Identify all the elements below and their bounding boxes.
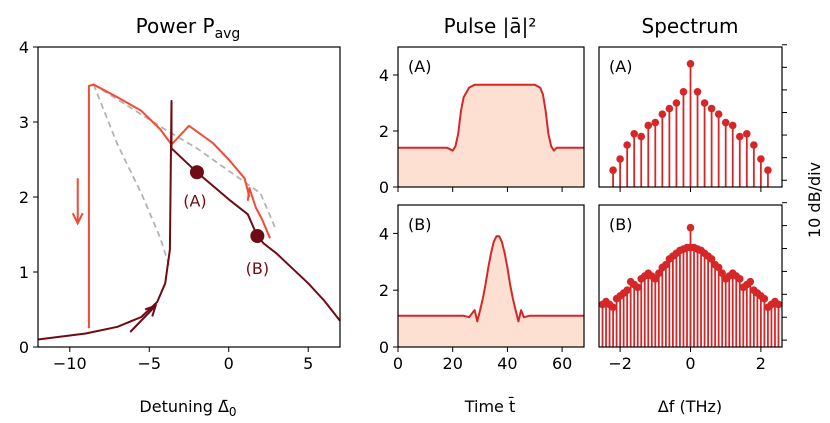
marker-a [189, 165, 204, 180]
power-ytick-label: 0 [19, 338, 29, 357]
spectrum-point [774, 300, 783, 309]
light-curve [170, 124, 251, 198]
spectrum-point [609, 303, 617, 312]
spectrum-point [623, 286, 631, 295]
spectrum-point [655, 269, 663, 277]
spectrum-b-panel: −2 0 2 (B) [598, 202, 787, 373]
power-xtick-label: 0 [224, 354, 234, 373]
spectrum-point [609, 166, 617, 174]
dashed-curve [93, 83, 278, 232]
arrow-head [144, 304, 158, 317]
power-xtick-label: −10 [53, 354, 87, 373]
pulse-fill [398, 84, 584, 187]
spectrum-point [764, 166, 772, 174]
pulse-b-panel-xtick-label: 0 [393, 354, 403, 373]
spectrum-point [672, 99, 681, 107]
spectrum-point [658, 110, 667, 118]
spectrum-point [760, 294, 769, 303]
pulse-a-panel-ytick-label: 4 [379, 66, 389, 85]
power-ytick-label: 1 [19, 263, 29, 282]
spectrum-point [718, 269, 726, 277]
spectrum-point [633, 283, 642, 292]
pulse-b-panel-frame [397, 204, 585, 348]
pulse-b-panel-ytick-label: 4 [379, 224, 389, 243]
spectrum-point [750, 141, 758, 149]
power-xtick-label: 5 [303, 354, 313, 373]
spectrum-point [679, 88, 688, 96]
arrow-head [71, 212, 84, 226]
spectrum-point [707, 104, 716, 113]
marker-b [250, 229, 265, 243]
pulse-xlabel: Time t̄ [464, 397, 516, 416]
pulse-a-panel-ytick-label: 0 [379, 178, 389, 197]
spectrum-point [644, 121, 653, 130]
pulse-curve [398, 83, 584, 152]
light-curve [246, 187, 272, 239]
light-curve [87, 83, 173, 329]
dashed-curve [92, 84, 171, 269]
pulse-b-panel-ytick-label: 0 [379, 338, 389, 357]
pulse-curve [398, 235, 584, 323]
pulse-label: (A) [408, 57, 431, 76]
pulse-label: (B) [408, 215, 431, 234]
pulse-a-panel: 0 2 4 (A) [379, 46, 585, 197]
spectrum-point [686, 60, 695, 68]
pulse-fill [398, 236, 584, 347]
spectrum-label: (A) [609, 57, 632, 76]
power-ytick-label: 4 [19, 38, 29, 57]
pulse-title: Pulse |ā|² [444, 14, 537, 38]
spectrum-point [757, 155, 765, 163]
spectrum-point [693, 88, 702, 96]
spectrum-point [735, 275, 744, 283]
pulse-b-panel-xtick-label: 20 [443, 354, 463, 373]
spec-b-panel-xtick-label: 0 [685, 354, 695, 373]
spectrum-point [707, 255, 716, 263]
spectrum-point [623, 141, 631, 149]
pulse-b-panel-xtick-label: 60 [552, 354, 572, 373]
spectrum-ylabel: 10 dB/div [805, 162, 824, 238]
spectrum-point [700, 99, 709, 107]
arrow [129, 305, 157, 333]
spectrum-point [735, 132, 744, 141]
spectrum-point [662, 260, 670, 269]
spectrum-title: Spectrum [642, 14, 739, 38]
power-xtick-label: −5 [137, 354, 161, 373]
power-title: Power Pavg [136, 14, 241, 42]
spectrum-point [651, 118, 660, 127]
spectrum-point [714, 263, 723, 272]
power-panel: (A) (B) −10 −5 0 5 0 1 2 3 4 [19, 38, 341, 373]
pulse-b-panel: 0 20 40 60 0 2 4 (B) [379, 204, 585, 373]
power-xlabel: Detuning Δ̄0 [139, 397, 236, 419]
pulse-a-panel-ytick-label: 2 [379, 122, 389, 141]
spectrum-point [630, 130, 638, 138]
spectrum-point [728, 121, 737, 130]
spectrum-point [746, 277, 755, 286]
spectrum-point [665, 104, 674, 113]
spectrum-point [637, 132, 646, 141]
pulse-b-panel-ytick-label: 2 [379, 281, 389, 300]
spectrum-label: (B) [609, 215, 632, 234]
marker-label-a: (A) [183, 191, 206, 210]
spec-b-panel-xtick-label: 2 [756, 354, 766, 373]
pulse-a-panel-frame [397, 46, 585, 188]
spectrum-point [721, 118, 730, 127]
spec-b-panel-xtick-label: −2 [608, 354, 632, 373]
spectrum-point [743, 130, 751, 138]
spectrum-point [616, 155, 624, 163]
spectrum-center-point [686, 223, 695, 232]
marker-label-b: (B) [246, 259, 269, 278]
dark-curve [37, 100, 341, 341]
spectrum-xlabel: Δf (THz) [658, 397, 722, 416]
spectrum-point [714, 110, 723, 118]
spectrum-a-panel: (A) [598, 44, 787, 192]
spectrum-point [651, 275, 660, 283]
pulse-b-panel-xtick-label: 40 [497, 354, 517, 373]
power-ytick-label: 3 [19, 113, 29, 132]
power-ytick-label: 2 [19, 188, 29, 207]
